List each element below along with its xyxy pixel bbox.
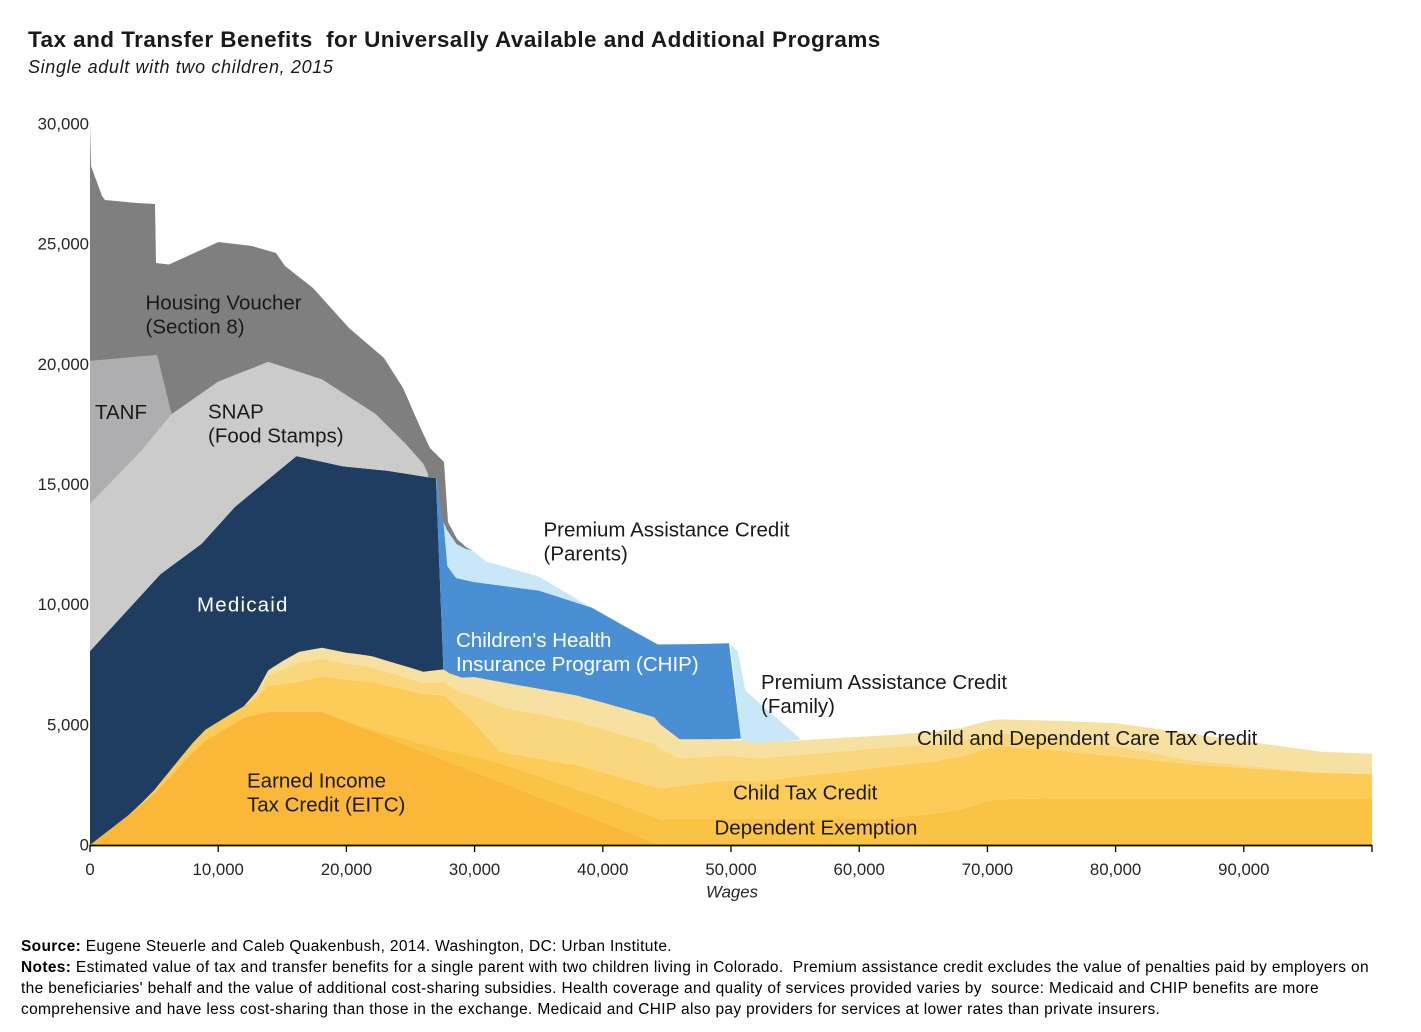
svg-text:Child and Dependent Care Tax C: Child and Dependent Care Tax Credit (917, 727, 1258, 750)
svg-text:TANF: TANF (95, 401, 147, 424)
svg-text:Children's Health: Children's Health (456, 629, 611, 652)
svg-text:Insurance Program (CHIP): Insurance Program (CHIP) (456, 653, 699, 676)
svg-text:Wages: Wages (706, 883, 759, 902)
svg-text:20,000: 20,000 (321, 860, 372, 879)
svg-text:Earned Income: Earned Income (247, 770, 386, 793)
svg-text:Dependent Exemption: Dependent Exemption (715, 817, 918, 840)
svg-text:90,000: 90,000 (1218, 860, 1269, 879)
svg-text:25,000: 25,000 (38, 235, 89, 254)
svg-text:0: 0 (85, 860, 94, 879)
svg-text:(Family): (Family) (761, 695, 835, 718)
svg-text:Medicaid: Medicaid (197, 594, 289, 617)
svg-text:Premium Assistance Credit: Premium Assistance Credit (544, 519, 790, 542)
svg-text:5,000: 5,000 (47, 715, 89, 734)
svg-text:(Parents): (Parents) (544, 543, 628, 566)
svg-text:30,000: 30,000 (449, 860, 500, 879)
svg-text:15,000: 15,000 (38, 475, 89, 494)
svg-text:70,000: 70,000 (962, 860, 1013, 879)
svg-text:60,000: 60,000 (834, 860, 885, 879)
svg-text:Child Tax Credit: Child Tax Credit (733, 782, 878, 805)
svg-text:Tax Credit (EITC): Tax Credit (EITC) (247, 794, 405, 817)
svg-text:0: 0 (80, 836, 89, 855)
svg-text:10,000: 10,000 (38, 595, 89, 614)
svg-text:SNAP: SNAP (208, 401, 264, 424)
svg-text:30,000: 30,000 (38, 115, 89, 134)
svg-text:(Section 8): (Section 8) (146, 316, 245, 339)
svg-text:20,000: 20,000 (38, 355, 89, 374)
svg-text:Housing Voucher: Housing Voucher (146, 292, 302, 315)
svg-text:10,000: 10,000 (193, 860, 244, 879)
svg-text:40,000: 40,000 (577, 860, 628, 879)
svg-text:(Food Stamps): (Food Stamps) (208, 425, 344, 448)
svg-text:80,000: 80,000 (1090, 860, 1141, 879)
svg-text:50,000: 50,000 (705, 860, 756, 879)
svg-text:Premium Assistance Credit: Premium Assistance Credit (761, 671, 1007, 694)
